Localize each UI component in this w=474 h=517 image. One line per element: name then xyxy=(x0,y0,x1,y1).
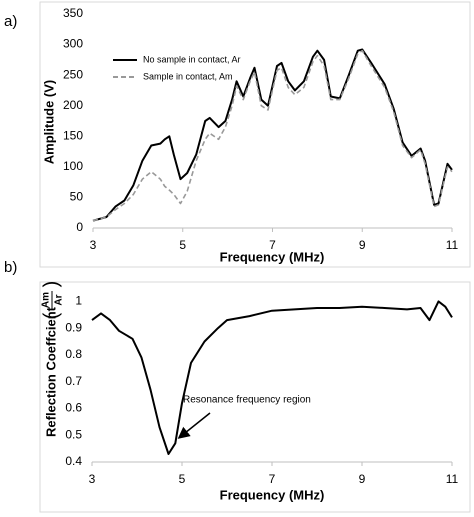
panel-frame xyxy=(39,1,471,268)
y-axis-label: Amplitude (V) xyxy=(41,80,56,165)
x-axis-label: Frequency (MHz) xyxy=(220,249,325,264)
y-tick-label: 0.8 xyxy=(65,347,82,361)
x-axis-label: Frequency (MHz) xyxy=(220,487,325,502)
paren: ( xyxy=(40,312,62,319)
y-tick-label: 0.9 xyxy=(65,320,82,334)
x-tick-label: 9 xyxy=(359,238,366,252)
y-axis-label: Reflection Coeffcient xyxy=(43,306,58,437)
x-tick-label: 11 xyxy=(446,472,459,486)
y-tick-label: 250 xyxy=(63,67,83,81)
legend-label: No sample in contact, Ar xyxy=(143,54,241,64)
paren: ) xyxy=(40,281,62,288)
series-line xyxy=(92,49,453,222)
x-tick-label: 5 xyxy=(179,472,186,486)
y-tick-label: 0.7 xyxy=(65,374,82,388)
x-tick-label: 3 xyxy=(89,472,96,486)
x-tick-label: 3 xyxy=(90,238,97,252)
panel-frame xyxy=(39,281,471,513)
y-tick-label: 150 xyxy=(63,128,83,142)
fraction-numerator: Am xyxy=(41,292,52,308)
panel-label: a) xyxy=(4,13,17,30)
y-tick-label: 0.4 xyxy=(65,454,82,468)
series-line xyxy=(91,300,453,455)
y-tick-label: 0 xyxy=(76,220,83,234)
fraction-denominator: Ar xyxy=(54,294,65,305)
legend-label: Sample in contact, Am xyxy=(143,71,233,81)
x-tick-label: 7 xyxy=(269,472,276,486)
y-tick-label: 200 xyxy=(63,98,83,112)
y-tick-label: 300 xyxy=(63,37,83,51)
x-tick-label: 9 xyxy=(359,472,366,486)
y-axis-fraction: Am Ar ( ) xyxy=(40,281,64,320)
annotation-arrow xyxy=(177,412,211,439)
annotation: Resonance frequency region xyxy=(183,395,311,406)
panel-label: b) xyxy=(4,259,17,276)
y-tick-label: 1 xyxy=(75,294,82,308)
y-tick-label: 50 xyxy=(70,190,84,204)
x-tick-label: 11 xyxy=(446,238,459,252)
x-tick-label: 5 xyxy=(179,238,186,252)
y-tick-label: 100 xyxy=(63,159,83,173)
x-tick-label: 7 xyxy=(269,238,276,252)
y-tick-label: 0.6 xyxy=(65,401,82,415)
series-line xyxy=(92,48,453,222)
y-tick-label: 350 xyxy=(63,6,83,20)
y-tick-label: 0.5 xyxy=(65,427,82,441)
